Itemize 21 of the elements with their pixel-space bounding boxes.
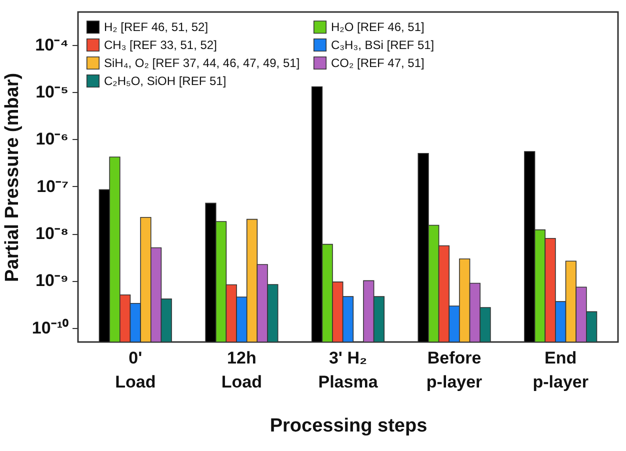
y-tick-label: 10⁻⁶ (36, 130, 68, 149)
legend-label: CO₂ [REF 47, 51] (331, 56, 424, 70)
x-tick-label: 0' Load (115, 348, 156, 392)
x-tick-label: End p-layer (532, 348, 589, 392)
y-tick-label: 10⁻⁵ (36, 82, 68, 102)
legend-label: C₃H₃, BSi [REF 51] (331, 38, 434, 52)
legend-label: SiH₄, O₂ [REF 37, 44, 46, 47, 49, 51] (104, 56, 300, 70)
y-tick-label: 10⁻¹⁰ (32, 318, 68, 338)
y-tick-label: 10⁻⁴ (35, 35, 68, 54)
y-tick-label: 10⁻⁸ (36, 224, 68, 244)
x-tick-label: 12h Load (221, 348, 262, 392)
x-tick-label: Before p-layer (426, 348, 483, 392)
legend-label: C₂H₅O, SiOH [REF 51] (104, 74, 226, 88)
y-tick-label: 10⁻⁹ (36, 271, 68, 290)
x-tick-label: 3' H₂ Plasma (318, 348, 378, 392)
y-tick-label: 10⁻⁷ (36, 176, 68, 196)
x-axis-title: Processing steps (270, 416, 428, 436)
legend-label: CH₃ [REF 33, 51, 52] (104, 38, 217, 52)
legend-label: H₂ [REF 46, 51, 52] (104, 20, 208, 34)
legend-label: H₂O [REF 46, 51] (331, 20, 424, 34)
y-axis-title: Partial Pressure (mbar) (2, 72, 23, 282)
